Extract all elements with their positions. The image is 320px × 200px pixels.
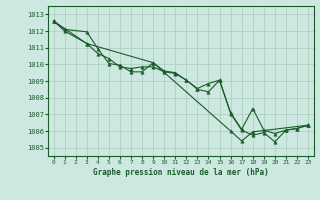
X-axis label: Graphe pression niveau de la mer (hPa): Graphe pression niveau de la mer (hPa) [93,168,269,177]
